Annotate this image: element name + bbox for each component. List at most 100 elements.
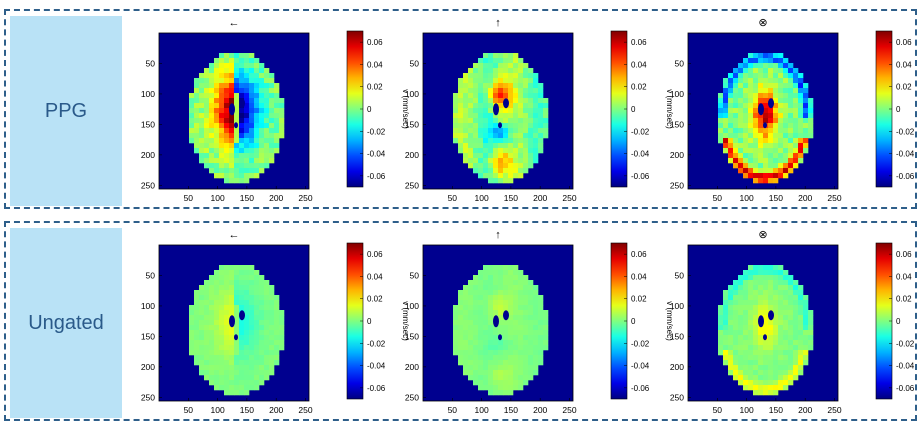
ungated-label-box: Ungated xyxy=(10,228,122,418)
colorbar-tick-label: -0.02 xyxy=(896,127,915,136)
colorbar-label: v (mm/sec) xyxy=(665,301,674,341)
ventricle-hole xyxy=(768,98,774,109)
colorbar-tick-label: -0.06 xyxy=(896,384,915,393)
x-tick-label: 100 xyxy=(211,405,225,415)
y-tick-label: 150 xyxy=(141,331,155,341)
brain-velocity-map xyxy=(718,265,814,396)
y-tick-label: 200 xyxy=(670,362,684,372)
plot-2: ↑ 50 100 150 200 250 50 100 150 200 250 0.06 0.04 0.0… xyxy=(405,229,674,415)
x-tick-label: 200 xyxy=(533,405,547,415)
y-tick-label: 250 xyxy=(405,392,419,402)
x-tick-label: 100 xyxy=(475,405,489,415)
colorbar-tick-label: 0.04 xyxy=(896,60,912,69)
y-tick-label: 50 xyxy=(146,270,156,280)
x-tick-label: 50 xyxy=(184,405,194,415)
colorbar-tick-label: 0.04 xyxy=(367,272,383,281)
x-tick-label: 250 xyxy=(298,405,312,415)
colorbar-tick-label: 0.06 xyxy=(367,250,383,259)
colorbar-tick-label: -0.04 xyxy=(631,362,650,371)
ventricle-hole xyxy=(503,98,509,109)
x-tick-label: 250 xyxy=(827,405,841,415)
colorbar-tick-label: 0 xyxy=(896,317,901,326)
axes-frame xyxy=(422,32,574,190)
ppg-label: PPG xyxy=(44,99,88,122)
x-tick-label: 150 xyxy=(504,193,518,203)
colorbar-tick-label: 0.02 xyxy=(896,83,912,92)
ventricle-hole xyxy=(498,334,502,341)
x-tick-label: 150 xyxy=(769,193,783,203)
ventricle-hole xyxy=(758,103,764,116)
x-tick-label: 50 xyxy=(713,405,723,415)
colorbar-tick-label: 0.06 xyxy=(367,38,383,47)
plot-3: ⊗ 50 100 150 200 250 50 100 150 200 250 0.06 0.04 0.0… xyxy=(670,17,915,203)
x-tick-label: 100 xyxy=(475,193,489,203)
plot-2: ↑ 50 100 150 200 250 50 100 150 200 250 0.06 0.04 0.0… xyxy=(405,17,674,203)
y-tick-label: 150 xyxy=(405,331,419,341)
x-tick-label: 150 xyxy=(240,193,254,203)
ventricle-hole xyxy=(493,103,499,116)
colorbar-tick-label: -0.02 xyxy=(367,339,386,348)
plot-title: ⊗ xyxy=(758,17,767,29)
colorbar-tick-label: -0.02 xyxy=(367,127,386,136)
plot-1: ← 50 100 150 200 250 50 100 150 200 250 0.06 0.04 0.0… xyxy=(141,229,410,415)
plot-1: ← 50 100 150 200 250 50 100 150 200 250 0.06 0.04 0.0… xyxy=(141,17,410,203)
ppg-figure: ← 50 100 150 200 250 50 100 150 200 250 0.06 0.04 0.0… xyxy=(141,17,915,203)
y-tick-label: 100 xyxy=(405,301,419,311)
colorbar-tick-label: 0.02 xyxy=(367,83,383,92)
colorbar-tick-label: 0.02 xyxy=(631,83,647,92)
plot-title: ↑ xyxy=(495,229,501,241)
y-tick-label: 100 xyxy=(670,89,684,99)
colorbar-tick-label: 0 xyxy=(367,317,372,326)
colorbar-tick-label: -0.02 xyxy=(896,339,915,348)
y-tick-label: 150 xyxy=(405,119,419,129)
y-tick-label: 50 xyxy=(675,58,685,68)
x-tick-label: 150 xyxy=(769,405,783,415)
plot-title: ← xyxy=(229,229,240,241)
x-tick-label: 50 xyxy=(448,193,458,203)
ungated-figure: ← 50 100 150 200 250 50 100 150 200 250 0.06 0.04 0.0… xyxy=(141,229,915,415)
x-tick-label: 200 xyxy=(269,193,283,203)
y-tick-label: 200 xyxy=(141,362,155,372)
y-tick-label: 50 xyxy=(410,270,420,280)
colorbar-tick-label: 0.06 xyxy=(631,38,647,47)
colorbar-tick-label: 0 xyxy=(631,317,636,326)
x-tick-label: 200 xyxy=(533,193,547,203)
colorbar-label: v (mm/sec) xyxy=(401,301,410,341)
y-tick-label: 100 xyxy=(141,89,155,99)
x-tick-label: 50 xyxy=(448,405,458,415)
colorbar-tick-label: -0.04 xyxy=(367,150,386,159)
x-tick-label: 50 xyxy=(713,193,723,203)
x-tick-label: 200 xyxy=(798,405,812,415)
plot-title: ↑ xyxy=(495,17,501,29)
y-tick-label: 100 xyxy=(141,301,155,311)
colorbar-tick-label: 0 xyxy=(631,105,636,114)
y-tick-label: 200 xyxy=(405,150,419,160)
x-tick-label: 250 xyxy=(562,405,576,415)
ventricle-hole xyxy=(234,122,238,129)
axes-frame xyxy=(687,244,839,402)
colorbar-tick-label: -0.06 xyxy=(631,172,650,181)
colorbar-tick-label: -0.04 xyxy=(896,150,915,159)
colorbar-tick-label: 0.04 xyxy=(631,60,647,69)
ventricle-hole xyxy=(498,122,502,129)
ventricle-hole xyxy=(229,103,235,116)
y-tick-label: 100 xyxy=(670,301,684,311)
y-tick-label: 50 xyxy=(675,270,685,280)
y-tick-label: 150 xyxy=(141,119,155,129)
y-tick-label: 150 xyxy=(670,119,684,129)
axes-frame xyxy=(422,244,574,402)
axes-frame xyxy=(687,32,839,190)
plot-title: ⊗ xyxy=(758,229,767,241)
colorbar-tick-label: -0.04 xyxy=(896,362,915,371)
ventricle-hole xyxy=(763,334,767,341)
y-tick-label: 200 xyxy=(670,150,684,160)
ppg-label-box: PPG xyxy=(10,16,122,206)
ventricle-hole xyxy=(768,310,774,321)
ungated-panel: Ungated ← 50 100 150 200 250 50 100 150 200 250 0.0… xyxy=(4,221,917,421)
ventricle-hole xyxy=(239,98,245,109)
colorbar-tick-label: 0.04 xyxy=(896,272,912,281)
colorbar-tick-label: 0.06 xyxy=(631,250,647,259)
y-tick-label: 250 xyxy=(405,180,419,190)
x-tick-label: 250 xyxy=(562,193,576,203)
ventricle-hole xyxy=(763,122,767,129)
